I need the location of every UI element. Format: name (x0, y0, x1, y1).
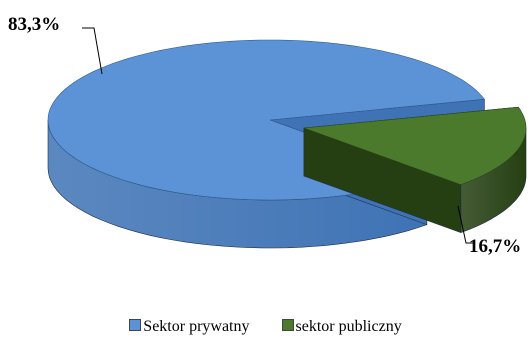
data-label-sektor-publiczny: 16,7% (469, 236, 522, 257)
legend-swatch-sektor-publiczny (281, 319, 294, 331)
legend-label: Sektor prywatny (143, 318, 250, 335)
data-label-sektor-prywatny: 83,3% (8, 14, 61, 35)
legend-swatch-sektor-prywatny (129, 319, 142, 331)
leader-line-sektor-prywatny (82, 27, 103, 75)
legend-label: sektor publiczny (295, 318, 402, 335)
legend-item-sektor-prywatny: Sektor prywatny (129, 318, 250, 336)
leader-line-sektor-publiczny (457, 205, 473, 244)
legend-item-sektor-publiczny: sektor publiczny (281, 318, 402, 336)
legend: Sektor prywatny sektor publiczny (0, 318, 531, 336)
pie-slice-sektor-publiczny (303, 106, 527, 234)
